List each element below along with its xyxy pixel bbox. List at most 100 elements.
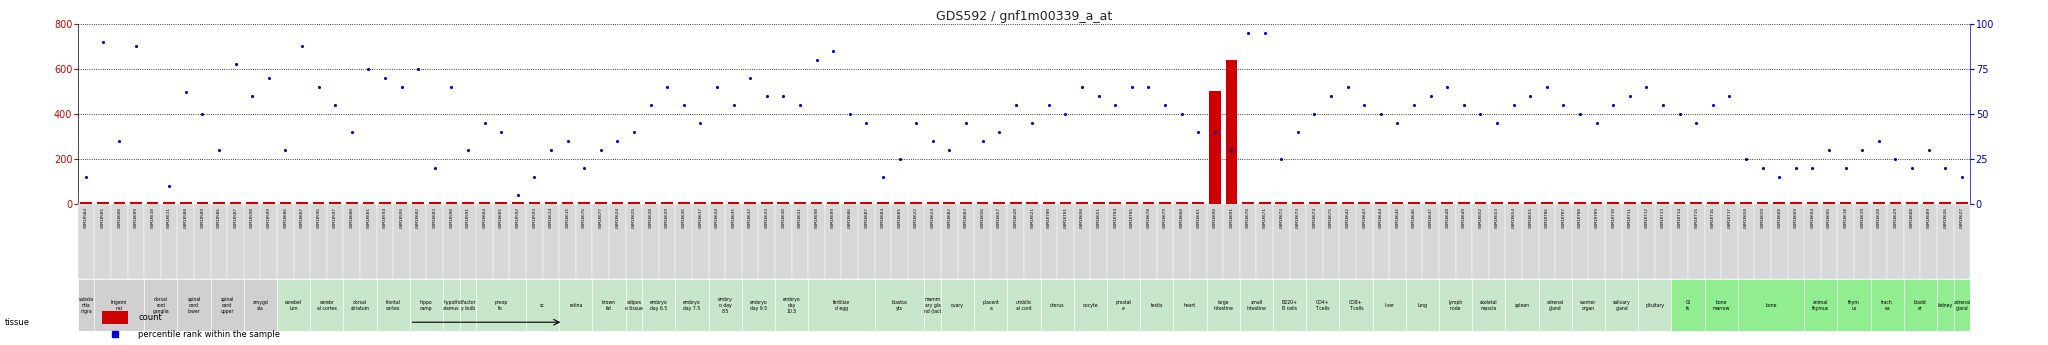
Text: sc: sc bbox=[541, 303, 545, 308]
Bar bbox=[741, 279, 774, 331]
Text: GSM18618: GSM18618 bbox=[1843, 207, 1847, 228]
Bar bbox=[1339, 204, 1356, 279]
Bar bbox=[1307, 204, 1323, 279]
Text: fertilize
d egg: fertilize d egg bbox=[834, 300, 850, 311]
Bar bbox=[762, 202, 772, 204]
Bar bbox=[743, 202, 756, 204]
Bar bbox=[1804, 279, 1837, 331]
Bar bbox=[1473, 279, 1505, 331]
Point bbox=[866, 174, 899, 179]
Text: kidney: kidney bbox=[1937, 303, 1954, 308]
Point bbox=[700, 84, 733, 90]
Text: GSM18660: GSM18660 bbox=[1180, 207, 1184, 228]
Point bbox=[485, 129, 518, 135]
Point bbox=[1065, 84, 1098, 90]
Bar bbox=[1323, 204, 1339, 279]
Point bbox=[567, 165, 600, 170]
Bar bbox=[629, 202, 639, 204]
Bar bbox=[362, 202, 375, 204]
Text: GSM18637: GSM18637 bbox=[698, 207, 702, 228]
Text: GSM18700: GSM18700 bbox=[1047, 207, 1051, 228]
Bar bbox=[1010, 202, 1022, 204]
Text: GSM18642: GSM18642 bbox=[1346, 207, 1350, 228]
Point bbox=[385, 84, 418, 90]
Bar bbox=[709, 204, 725, 279]
Bar bbox=[1870, 279, 1905, 331]
Bar bbox=[1356, 204, 1372, 279]
Point bbox=[1266, 156, 1298, 161]
Bar bbox=[625, 279, 643, 331]
Bar bbox=[1108, 204, 1124, 279]
Text: GSM18683: GSM18683 bbox=[965, 207, 969, 228]
Point bbox=[1565, 111, 1597, 117]
Text: GSM18676: GSM18676 bbox=[582, 207, 586, 228]
Point bbox=[1812, 147, 1845, 152]
Text: GSM18608: GSM18608 bbox=[117, 207, 121, 228]
Text: GSM18661: GSM18661 bbox=[1196, 207, 1200, 228]
Bar bbox=[1937, 279, 1954, 331]
Bar bbox=[162, 204, 178, 279]
Text: count: count bbox=[139, 313, 162, 322]
Point bbox=[1116, 84, 1149, 90]
Point bbox=[717, 102, 750, 108]
Bar bbox=[795, 202, 805, 204]
Bar bbox=[1874, 202, 1884, 204]
Text: GSM18633: GSM18633 bbox=[764, 207, 768, 228]
Text: amygd
ala: amygd ala bbox=[252, 300, 268, 311]
Text: heart: heart bbox=[1184, 303, 1196, 308]
Point bbox=[1298, 111, 1331, 117]
Bar bbox=[594, 202, 606, 204]
Bar bbox=[993, 202, 1006, 204]
Bar bbox=[991, 204, 1008, 279]
Point bbox=[1464, 111, 1497, 117]
Point bbox=[1731, 156, 1763, 161]
Bar bbox=[1606, 279, 1638, 331]
Bar bbox=[410, 204, 426, 279]
Text: large
intestine: large intestine bbox=[1212, 300, 1233, 311]
Bar bbox=[1704, 279, 1739, 331]
Text: GSM18630: GSM18630 bbox=[780, 207, 784, 228]
Bar bbox=[459, 204, 477, 279]
Text: GSM18688: GSM18688 bbox=[1911, 207, 1915, 228]
Text: GSM18650: GSM18650 bbox=[1079, 207, 1083, 228]
Bar bbox=[809, 204, 825, 279]
Point bbox=[1581, 120, 1614, 126]
Text: GSM18659: GSM18659 bbox=[1761, 207, 1765, 228]
Point bbox=[1913, 147, 1946, 152]
Point bbox=[1946, 174, 1978, 179]
Text: salivary
gland: salivary gland bbox=[1612, 300, 1630, 311]
Text: GSM18710: GSM18710 bbox=[1612, 207, 1616, 228]
Bar bbox=[1108, 279, 1141, 331]
Bar bbox=[1921, 204, 1937, 279]
Bar bbox=[111, 204, 127, 279]
Text: substa
ntia
nigra: substa ntia nigra bbox=[78, 297, 94, 314]
Point bbox=[1100, 102, 1133, 108]
Point bbox=[850, 120, 883, 126]
Text: GSM18639: GSM18639 bbox=[666, 207, 670, 228]
Bar bbox=[827, 202, 840, 204]
Text: GSM18672: GSM18672 bbox=[1280, 207, 1284, 228]
Text: frontal
cortex: frontal cortex bbox=[385, 300, 401, 311]
Bar bbox=[1110, 202, 1120, 204]
Bar bbox=[1090, 204, 1108, 279]
Bar bbox=[313, 202, 324, 204]
Bar bbox=[528, 202, 541, 204]
Bar bbox=[1473, 204, 1489, 279]
Bar bbox=[1524, 202, 1536, 204]
Text: embryo
day
10.5: embryo day 10.5 bbox=[782, 297, 801, 314]
Point bbox=[1231, 30, 1264, 36]
Text: trigemi
nal: trigemi nal bbox=[111, 300, 127, 311]
Bar bbox=[1540, 202, 1552, 204]
Text: GSM18686: GSM18686 bbox=[848, 207, 852, 228]
Bar bbox=[80, 202, 92, 204]
Bar bbox=[459, 279, 477, 331]
Text: GSM18705: GSM18705 bbox=[1130, 207, 1135, 228]
Bar bbox=[924, 204, 940, 279]
Text: GSM18585: GSM18585 bbox=[100, 207, 104, 228]
Bar bbox=[1040, 279, 1073, 331]
Point bbox=[1081, 93, 1114, 99]
Text: embryo
day 9.5: embryo day 9.5 bbox=[750, 300, 768, 311]
Text: GSM18682: GSM18682 bbox=[948, 207, 952, 228]
Point bbox=[1364, 111, 1397, 117]
Point bbox=[1214, 147, 1247, 152]
